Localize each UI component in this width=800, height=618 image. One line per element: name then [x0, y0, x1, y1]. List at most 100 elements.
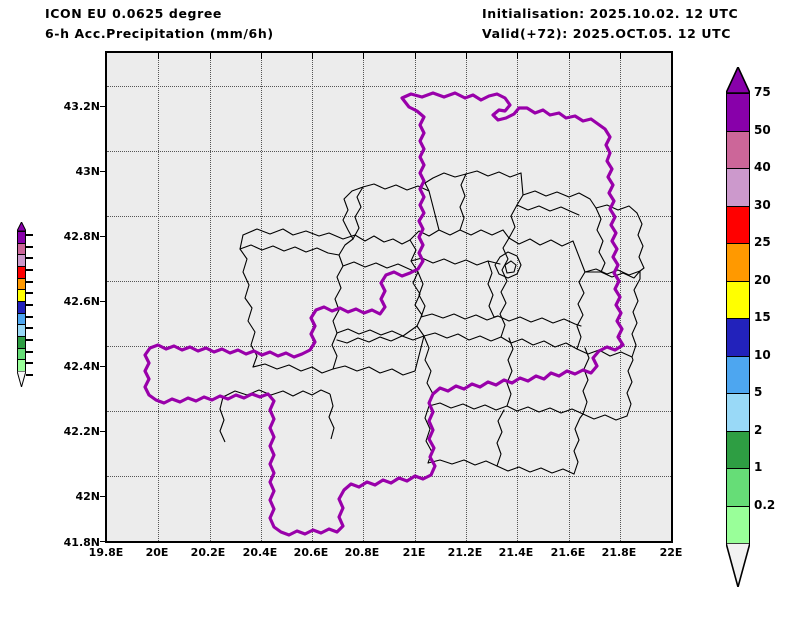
colorbar-thumbnail-band [17, 324, 26, 336]
colorbar-thumbnail-tick [26, 362, 33, 365]
colorbar-legend[interactable]: 75 50 40 30 25 20 15 10 5 2 1 0.2 [726, 67, 775, 587]
y-tick-label: 43N [75, 165, 100, 178]
x-tick-label: 22E [659, 546, 683, 559]
colorbar-separator [726, 205, 750, 207]
colorbar-thumbnail-under-arrow [17, 371, 26, 387]
y-tick-label: 42.4N [63, 360, 100, 373]
colorbar-thumbnail-band [17, 289, 26, 301]
colorbar-thumbnail-tick [26, 269, 33, 271]
colorbar-separator [726, 393, 750, 394]
colorbar-thumbnail-separator [17, 231, 26, 232]
y-tick-label: 42.6N [63, 295, 100, 308]
colorbar-thumbnail-band [17, 266, 26, 278]
colorbar-thumbnail-separator [17, 312, 26, 314]
tick-x [619, 53, 621, 59]
colorbar-thumbnail-separator [17, 266, 26, 267]
colorbar-band-30[interactable] [726, 205, 750, 243]
colorbar-band-1[interactable] [726, 468, 750, 506]
x-tick-label: 20E [145, 546, 169, 559]
colorbar-thumbnail-band [17, 359, 26, 371]
tick-y [100, 365, 106, 367]
colorbar-band-0.2[interactable] [726, 505, 750, 543]
municipality-borders [328, 393, 335, 440]
gridline-horizontal [107, 215, 671, 217]
colorbar-band-40[interactable] [726, 168, 750, 206]
colorbar-separator [726, 505, 750, 507]
tick-x [568, 53, 570, 59]
map-plot-area[interactable] [105, 51, 673, 543]
colorbar-separator [726, 168, 750, 169]
colorbar-label: 20 [754, 272, 771, 287]
x-tick-label: 20.2E [190, 546, 226, 559]
x-tick-label: 21.8E [601, 546, 637, 559]
colorbar-thumbnail-band [17, 336, 26, 348]
tick-x [209, 53, 211, 59]
gridline-vertical [465, 53, 467, 541]
colorbar-over-arrow [726, 67, 750, 93]
colorbar-label: 15 [754, 310, 771, 324]
y-tick-label: 42.2N [63, 425, 100, 438]
colorbar-band-75[interactable] [726, 93, 750, 131]
colorbar-label: 50 [754, 122, 771, 137]
colorbar-band-5[interactable] [726, 393, 750, 431]
tick-x [414, 53, 416, 59]
field-title: 6-h Acc.Precipitation (mm/6h) [45, 26, 274, 41]
colorbar-band-25[interactable] [726, 243, 750, 281]
x-tick-label: 21E [402, 546, 426, 559]
colorbar-band-50[interactable] [726, 130, 750, 168]
tick-y [100, 430, 106, 432]
colorbar-separator [726, 243, 750, 244]
initialisation-time: Initialisation: 2025.10.02. 12 UTC [482, 6, 739, 21]
gridline-vertical [568, 53, 570, 541]
colorbar-band-2[interactable] [726, 430, 750, 468]
colorbar-thumbnail-separator [17, 359, 26, 361]
gridline-vertical [414, 53, 416, 541]
colorbar-thumbnail-over-arrow [17, 222, 26, 231]
colorbar-thumbnail[interactable] [17, 222, 33, 387]
municipality-borders [239, 170, 645, 475]
colorbar-thumbnail-tick [26, 374, 33, 376]
colorbar-thumbnail-tick [26, 315, 33, 318]
colorbar-thumbnail-separator [17, 301, 26, 302]
colorbar-band-20[interactable] [726, 280, 750, 318]
tick-y [100, 541, 106, 542]
gridline-horizontal [107, 85, 671, 87]
gridline-horizontal [107, 345, 671, 347]
gridline-vertical [209, 53, 211, 541]
colorbar-thumbnail-tick [26, 339, 33, 341]
enclave-border [494, 251, 522, 279]
colorbar-thumbnail-tick [26, 292, 33, 295]
colorbar-thumbnail-separator [17, 336, 26, 337]
valid-time: Valid(+72): 2025.OCT.05. 12 UTC [482, 26, 731, 41]
gridline-vertical [517, 53, 519, 541]
colorbar-thumbnail-band [17, 242, 26, 255]
y-tick-label: 42N [75, 490, 100, 503]
colorbar-label: 5 [754, 385, 763, 399]
colorbar-thumbnail-tick [26, 234, 33, 236]
x-tick-label: 21.4E [498, 546, 534, 559]
colorbar-label: 2 [754, 422, 763, 437]
x-tick-label: 19.8E [88, 546, 124, 559]
colorbar-thumbnail-tick [26, 280, 33, 283]
gridline-vertical [260, 53, 262, 541]
tick-x [158, 53, 160, 59]
colorbar-separator [726, 130, 750, 132]
colorbar-thumbnail-separator [17, 242, 26, 244]
tick-x [517, 53, 519, 59]
gridline-horizontal [107, 475, 671, 477]
municipality-borders [219, 396, 226, 443]
colorbar-band-15[interactable] [726, 318, 750, 356]
y-tick-label: 42.8N [63, 230, 100, 243]
tick-x [312, 53, 314, 59]
colorbar-band-10[interactable] [726, 355, 750, 393]
tick-y [100, 495, 106, 497]
colorbar-thumbnail-tick [26, 245, 33, 248]
colorbar-thumbnail-separator [17, 277, 26, 279]
colorbar-label: 25 [754, 235, 771, 249]
tick-y [100, 235, 106, 237]
x-tick-label: 20.4E [242, 546, 278, 559]
colorbar-separator [726, 355, 750, 357]
colorbar-label: 0.2 [754, 497, 776, 512]
tick-y [100, 105, 106, 107]
colorbar-label: 75 [754, 85, 771, 99]
